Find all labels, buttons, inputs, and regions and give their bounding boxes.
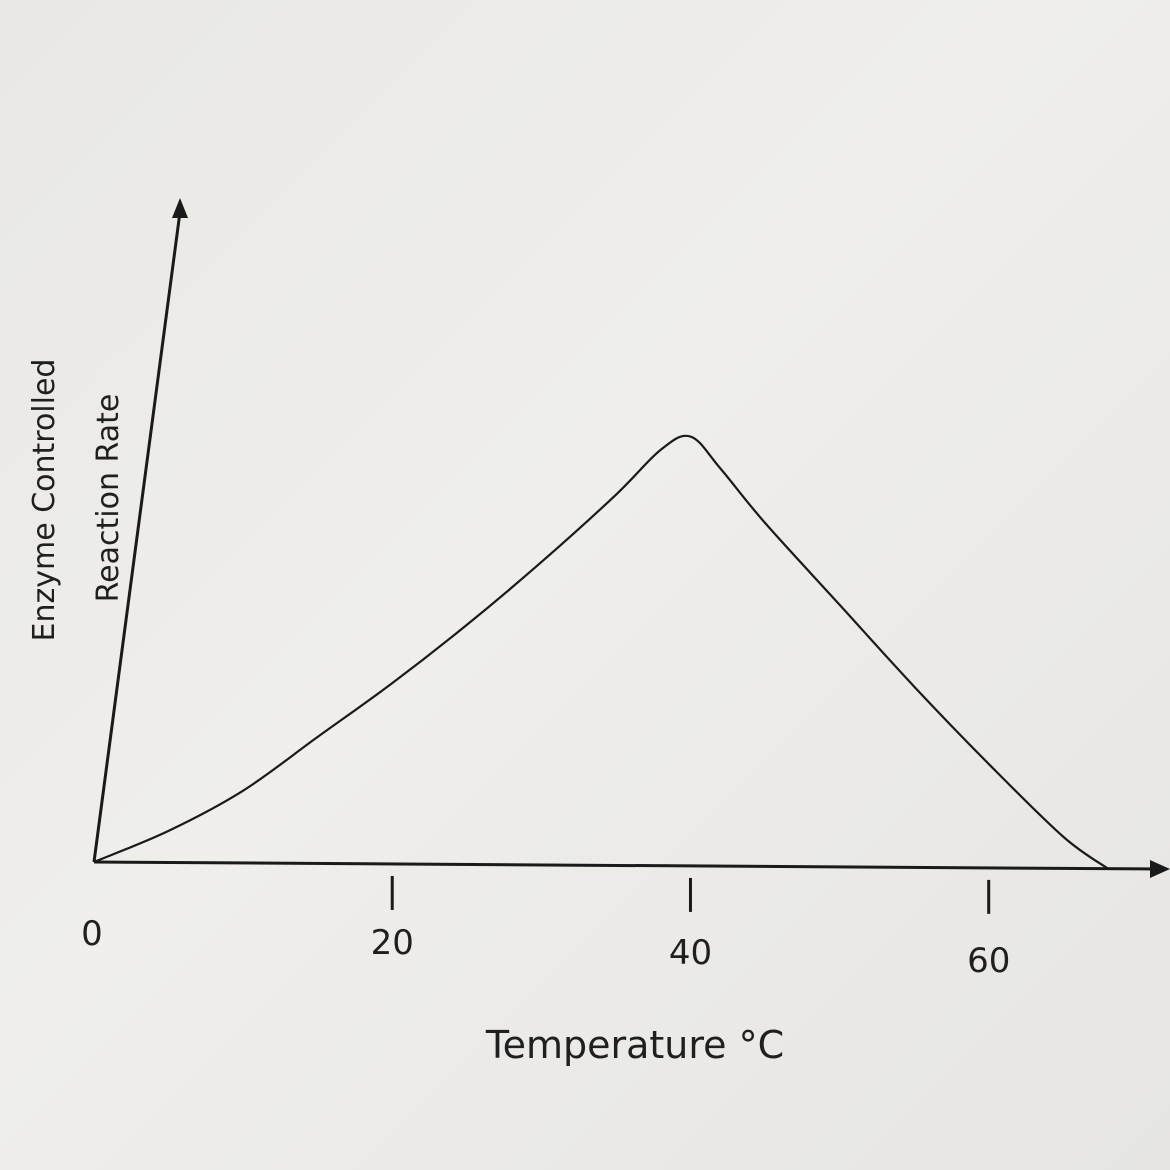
y-axis	[92, 211, 182, 863]
x-tick-label-20: 20	[371, 923, 414, 963]
ticks: 20 40 60	[371, 875, 1010, 981]
x-axis-arrowhead	[1150, 860, 1170, 878]
axes	[92, 198, 1170, 878]
x-tick-label-60: 60	[967, 941, 1010, 981]
y-axis-label-line2: Reaction Rate	[91, 394, 126, 603]
x-tick-label-40: 40	[669, 933, 712, 973]
y-axis-label-line1: Enzyme Controlled	[27, 359, 62, 642]
origin-label: 0	[81, 914, 103, 954]
x-axis	[93, 860, 1159, 871]
y-axis-arrowhead	[172, 198, 188, 218]
x-axis-label: Temperature °C	[485, 1023, 784, 1067]
series-line	[93, 434, 1109, 870]
y-axis-label: Enzyme Controlled Reaction Rate	[27, 359, 126, 642]
